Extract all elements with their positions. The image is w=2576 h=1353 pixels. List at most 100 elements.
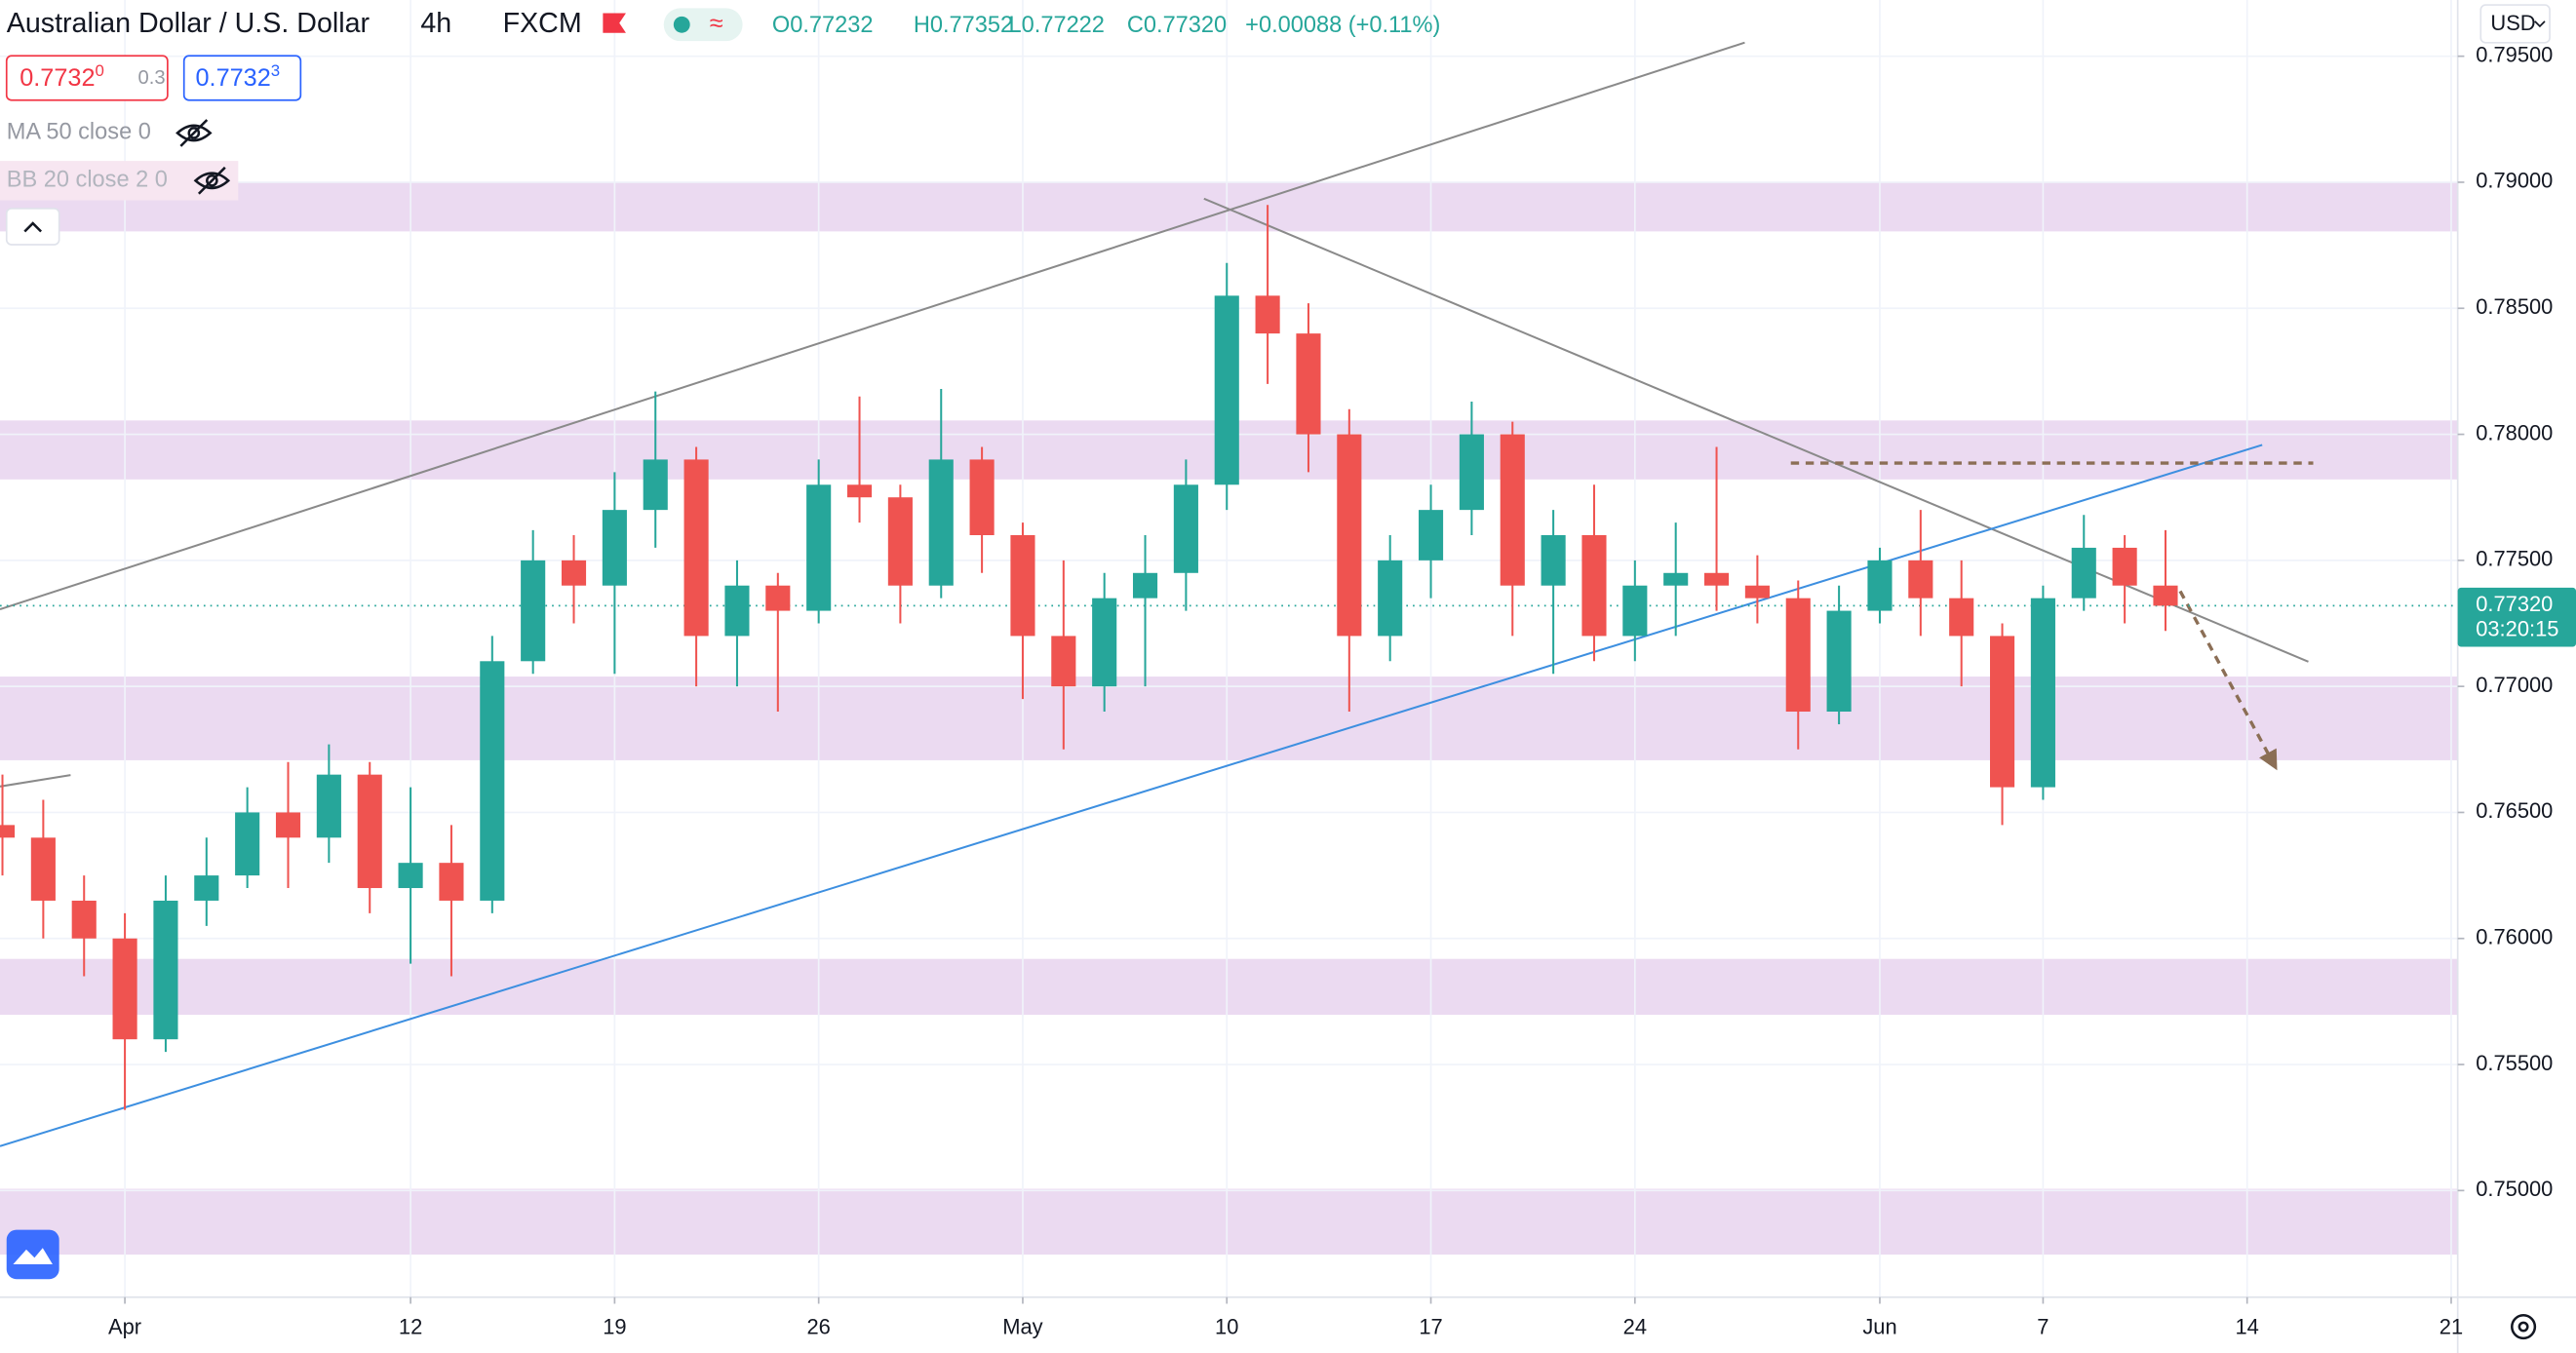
candle-body	[1908, 560, 1933, 599]
zone	[0, 958, 2458, 1016]
currency-button[interactable]	[2479, 4, 2551, 44]
currency[interactable]: USD	[2490, 11, 2535, 35]
last-price-label: 0.77320	[2476, 592, 2553, 616]
trend-line	[0, 774, 71, 788]
y-tick-label: 0.78500	[2476, 294, 2553, 319]
eye-off-icon[interactable]	[176, 119, 213, 147]
spread: 0.3	[138, 67, 166, 89]
x-tick-label: Jun	[1862, 1315, 1896, 1339]
candle-body	[1010, 534, 1035, 637]
x-tick-label: May	[1002, 1315, 1042, 1339]
candle-body	[602, 510, 627, 586]
candle-body	[1337, 434, 1362, 637]
bid-main: 0.7732	[20, 64, 95, 92]
candle-body	[112, 938, 137, 1040]
x-tick-label: 17	[1419, 1315, 1442, 1339]
x-tick-label: 24	[1623, 1315, 1647, 1339]
settings-icon[interactable]	[2511, 1313, 2537, 1340]
buy-button[interactable]	[182, 55, 302, 101]
bid-last: 0	[96, 62, 104, 81]
indicator-bb[interactable]: BB 20 close 2 0	[7, 167, 168, 192]
y-tick-label: 0.75500	[2476, 1051, 2553, 1075]
x-tick-label: 12	[399, 1315, 422, 1339]
y-tick-label: 0.75000	[2476, 1177, 2553, 1201]
candle-body	[1785, 598, 1811, 713]
candle-body	[275, 812, 301, 838]
collapse-icon	[23, 221, 43, 233]
candle-body	[1459, 434, 1484, 511]
candle-body	[2153, 585, 2178, 606]
zone	[0, 181, 2458, 232]
eye-off-icon[interactable]	[193, 166, 231, 195]
candle-body	[1744, 585, 1770, 599]
candle-body	[1949, 598, 1974, 637]
dashed-drawing	[2178, 590, 2278, 771]
y-tick-label: 0.79500	[2476, 42, 2553, 66]
y-tick-label: 0.77000	[2476, 673, 2553, 697]
zone	[0, 1188, 2458, 1256]
x-tick-label: 21	[2439, 1315, 2463, 1339]
candle-body	[439, 863, 464, 901]
candle-body	[1092, 598, 1117, 687]
symbol-title: Australian Dollar / U.S. Dollar	[7, 8, 371, 39]
collapse-button[interactable]	[5, 208, 60, 246]
candle-body	[1132, 572, 1158, 599]
interval: 4h	[420, 8, 451, 39]
x-tick-label: Apr	[108, 1315, 141, 1339]
y-tick-label: 0.79000	[2476, 169, 2553, 193]
candle-body	[1622, 585, 1648, 637]
logo[interactable]	[6, 1229, 59, 1280]
candle-body	[2112, 547, 2137, 586]
header: Australian Dollar / U.S. Dollar 4h FXCM …	[0, 8, 1440, 246]
candle-body	[1663, 572, 1689, 586]
ask-main: 0.7732	[196, 64, 271, 92]
candle-body	[1581, 534, 1607, 637]
x-tick-label: 19	[603, 1315, 626, 1339]
candle-body	[1989, 636, 2015, 788]
candles	[0, 205, 2178, 1110]
candle-body	[561, 560, 587, 586]
candle-body	[480, 661, 505, 901]
candle-body	[1500, 434, 1525, 586]
candle-body	[1378, 560, 1403, 637]
x-tick-label: 10	[1215, 1315, 1238, 1339]
candle-body	[1703, 572, 1730, 586]
indicator-ma[interactable]: MA 50 close 0	[7, 119, 151, 144]
change: +0.00088 (+0.11%)	[1245, 12, 1440, 37]
ohlc-low: L0.77222	[1009, 12, 1105, 37]
candle-body	[643, 459, 668, 511]
candle-body	[235, 812, 260, 876]
candle-body	[1296, 333, 1321, 435]
candle-body	[0, 825, 16, 838]
bid[interactable]: 0.77320	[20, 62, 104, 92]
ask[interactable]: 0.77323	[196, 62, 281, 92]
bar-countdown: 03:20:15	[2476, 616, 2558, 640]
status-pill[interactable]	[663, 8, 743, 42]
status-dot	[673, 16, 690, 33]
candle-body	[1051, 636, 1076, 687]
indicator-bb-highlight	[0, 161, 239, 201]
candle-body	[1214, 295, 1239, 485]
candle-body	[2071, 547, 2096, 599]
candle-body	[1826, 610, 1852, 713]
candle-body	[1867, 560, 1893, 611]
x-tick-label: 14	[2236, 1315, 2259, 1339]
candle-body	[153, 900, 178, 1040]
candle-body	[806, 484, 832, 611]
last-price-tag	[2457, 587, 2576, 647]
sell-button[interactable]	[5, 55, 169, 101]
candle-body	[969, 459, 995, 535]
flag-icon[interactable]	[603, 13, 626, 33]
trend-line	[0, 41, 1745, 610]
candle-body	[2030, 598, 2055, 788]
ohlc-high: H0.77352	[914, 12, 1013, 37]
candle-body	[194, 875, 219, 901]
candle-body	[683, 459, 709, 637]
candle-body	[398, 863, 423, 889]
candle-body	[1173, 484, 1198, 573]
x-tick-label: 7	[2037, 1315, 2049, 1339]
